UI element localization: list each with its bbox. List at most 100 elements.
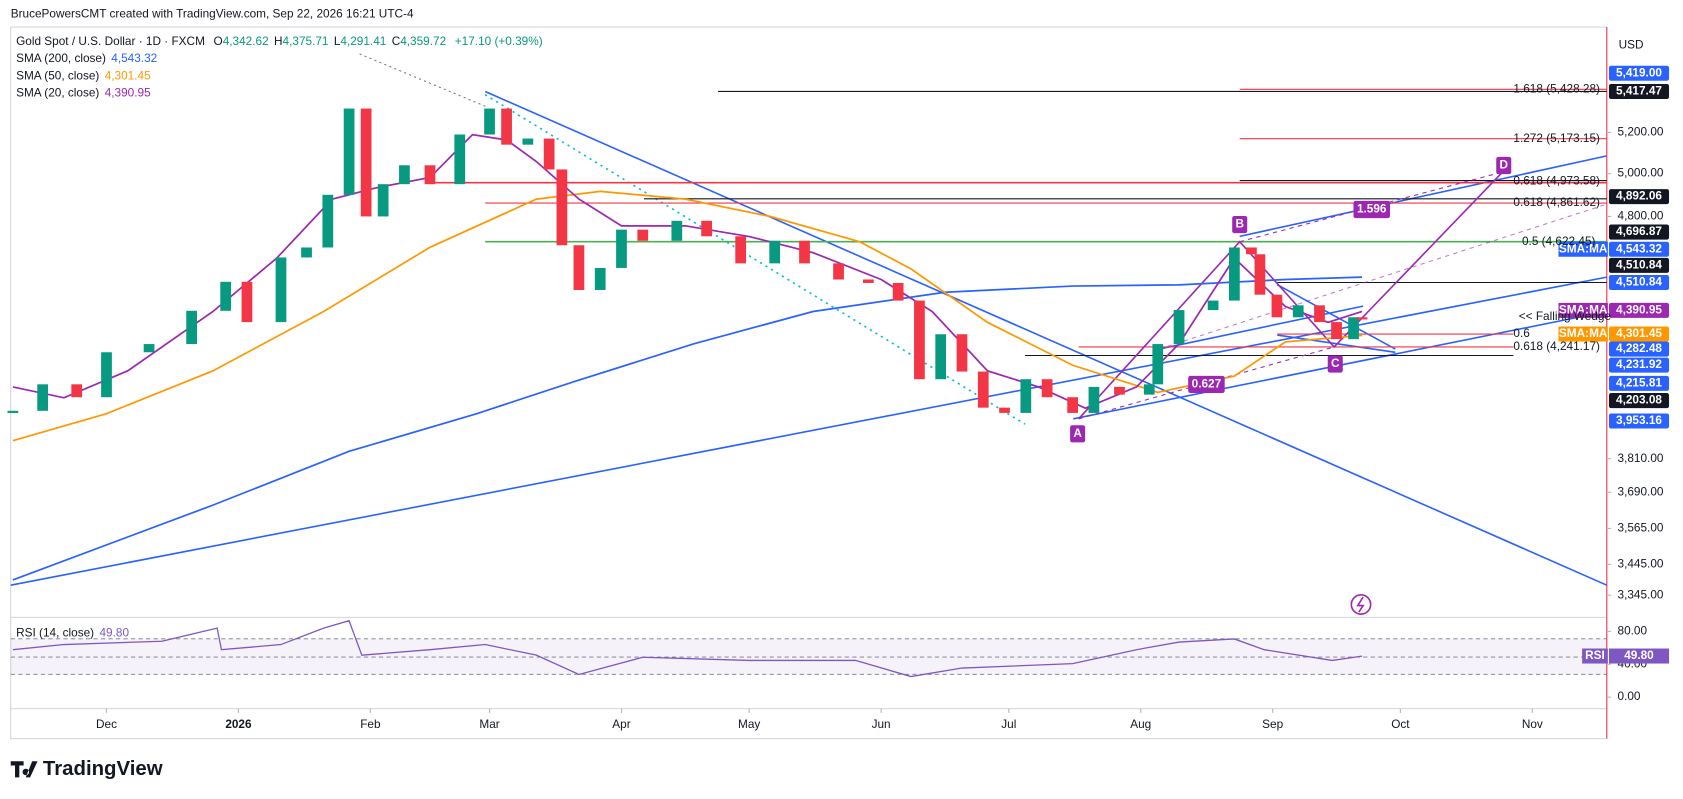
badge: 0.627: [1192, 377, 1222, 391]
candle: [71, 384, 83, 398]
price-tag: 4,543.32: [1616, 241, 1662, 255]
x-tick-label: Oct: [1391, 717, 1410, 731]
candle: [37, 384, 49, 411]
candle: [7, 410, 19, 413]
rsi-line: [12, 619, 1363, 678]
price-tag: 4,203.08: [1616, 393, 1662, 407]
price-tag-bg: [1608, 302, 1670, 318]
fib-label: << Falling Wedge: [1519, 309, 1612, 323]
candle: [1331, 322, 1342, 340]
rsi-value-tag: 49.80: [1624, 648, 1654, 662]
legend-value: 4,390.95: [105, 86, 151, 100]
candle: [892, 282, 904, 301]
ohlc-key: L: [334, 34, 341, 48]
ma-tag: SMA:MA: [1559, 303, 1608, 317]
candle: [301, 247, 312, 258]
price-tag: 4,390.95: [1616, 303, 1662, 317]
price-tag-bg: [1608, 241, 1670, 257]
price-tag-bg: [1608, 413, 1670, 429]
candle: [977, 371, 989, 408]
y-tick-label: 3,445.00: [1618, 556, 1664, 570]
candle: [275, 257, 287, 323]
x-tick-label: May: [738, 717, 760, 731]
legend-name: SMA (50, close): [16, 69, 99, 83]
y-tick-label: 3,690.00: [1618, 484, 1664, 498]
price-tag-bg: [1608, 224, 1670, 240]
fib-label: 0.6: [1513, 326, 1530, 340]
candle: [424, 165, 436, 185]
candle: [484, 108, 495, 135]
pane-borders: [10, 26, 1608, 740]
badge: 1.596: [1357, 202, 1387, 216]
ma-tag-bg: [1558, 241, 1608, 257]
ohlc-value: 4,359.72: [400, 34, 446, 48]
candle: [454, 134, 466, 185]
price-tag: 4,282.48: [1616, 341, 1662, 355]
ohlc-value: 4,375.71: [283, 34, 329, 48]
ma-tag-bg: [1558, 326, 1608, 342]
rsi-tag: RSI: [1585, 648, 1605, 662]
candle: [186, 310, 197, 345]
legend-sma200: SMA (200, close) 4,543.32: [16, 51, 157, 65]
ohlc-value: 4,291.41: [340, 34, 386, 48]
candle: [1348, 317, 1359, 340]
change: +17.10 (+0.39%): [455, 34, 543, 48]
candle: [322, 194, 334, 248]
candle: [543, 138, 555, 170]
candle: [1356, 317, 1368, 320]
badge-bg: [1353, 200, 1390, 219]
rsi-band: [10, 638, 1607, 675]
price-tag-bg: [1608, 375, 1670, 391]
badge: D: [1499, 158, 1508, 172]
rsi-band-lines: [10, 638, 1607, 675]
candle: [1067, 397, 1079, 413]
candle: [1152, 344, 1164, 385]
y-tick-label: 5,200.00: [1618, 125, 1664, 139]
badge: A: [1073, 426, 1082, 440]
candle: [522, 138, 534, 145]
ohlc-key: O: [214, 34, 223, 48]
candle: [769, 240, 781, 264]
ma-tag: SMA:MA: [1559, 326, 1608, 340]
legend-value: 49.80: [99, 626, 129, 640]
candle: [862, 279, 874, 283]
legend-sma20: SMA (20, close) 4,390.95: [16, 86, 151, 100]
candle: [637, 229, 649, 241]
legend-main: Gold Spot / U.S. Dollar · 1D · FXCM O4,3…: [16, 34, 543, 48]
candle: [1143, 384, 1155, 395]
fib-label: 1.272 (5,173.15): [1513, 131, 1600, 145]
legend-value: 4,301.45: [105, 69, 151, 83]
price-tag-bg: [1608, 65, 1670, 81]
price-tag: 4,892.06: [1616, 189, 1662, 203]
price-tag: 5,417.47: [1616, 84, 1662, 98]
candle: [1314, 305, 1325, 323]
sma-line: [12, 133, 1363, 410]
badge-bg: [1327, 355, 1343, 373]
x-tick-label: Mar: [479, 717, 499, 731]
candle: [701, 220, 712, 237]
price-tag: 4,696.87: [1616, 224, 1662, 238]
symbol: Gold Spot / U.S. Dollar · 1D · FXCM: [16, 34, 205, 48]
fib-label: 0.5 (4,622.45): [1522, 234, 1596, 248]
candle: [1271, 294, 1283, 318]
x-tick-label: Jun: [872, 717, 891, 731]
candle: [1088, 386, 1100, 413]
candle: [735, 236, 747, 264]
fib-label: 0.618 (4,973.58): [1513, 174, 1600, 188]
x-tick-label: Feb: [360, 717, 381, 731]
candle: [1020, 379, 1032, 413]
marks: 5,200.00 5,000.00 4,800.00 3,810.00 3,690.00…: [7, 65, 1670, 731]
ohlc-value: 4,342.62: [223, 34, 269, 48]
price-tag: 4,510.84: [1616, 275, 1662, 289]
badge-bg: [1496, 156, 1512, 175]
candle: [556, 169, 568, 246]
candle: [594, 267, 606, 290]
y-tick-label: 3,565.00: [1618, 521, 1664, 535]
candle: [956, 334, 968, 372]
legend-value: 4,543.32: [111, 51, 157, 65]
y-tick-label: 3,810.00: [1618, 451, 1664, 465]
candle: [671, 220, 683, 241]
candle: [1041, 379, 1053, 398]
y-tick-label: 4,800.00: [1618, 209, 1664, 223]
